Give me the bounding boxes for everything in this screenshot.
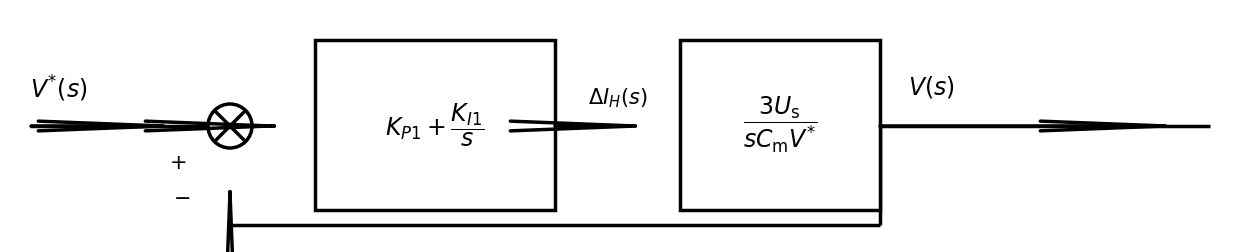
Bar — [680, 40, 880, 210]
Text: $-$: $-$ — [172, 188, 190, 207]
Bar — [315, 40, 556, 210]
Text: $\Delta I_{H}(s)$: $\Delta I_{H}(s)$ — [588, 86, 647, 110]
Text: $K_{P1}+\dfrac{K_{I1}}{s}$: $K_{P1}+\dfrac{K_{I1}}{s}$ — [386, 101, 485, 149]
Text: $\dfrac{3U_{\mathrm{s}}}{sC_{\mathrm{m}}V^{*}}$: $\dfrac{3U_{\mathrm{s}}}{sC_{\mathrm{m}}… — [743, 95, 817, 155]
Text: $+$: $+$ — [169, 154, 186, 173]
Text: $V^{*}(s)$: $V^{*}(s)$ — [30, 74, 88, 104]
Text: $V(s)$: $V(s)$ — [908, 74, 955, 100]
